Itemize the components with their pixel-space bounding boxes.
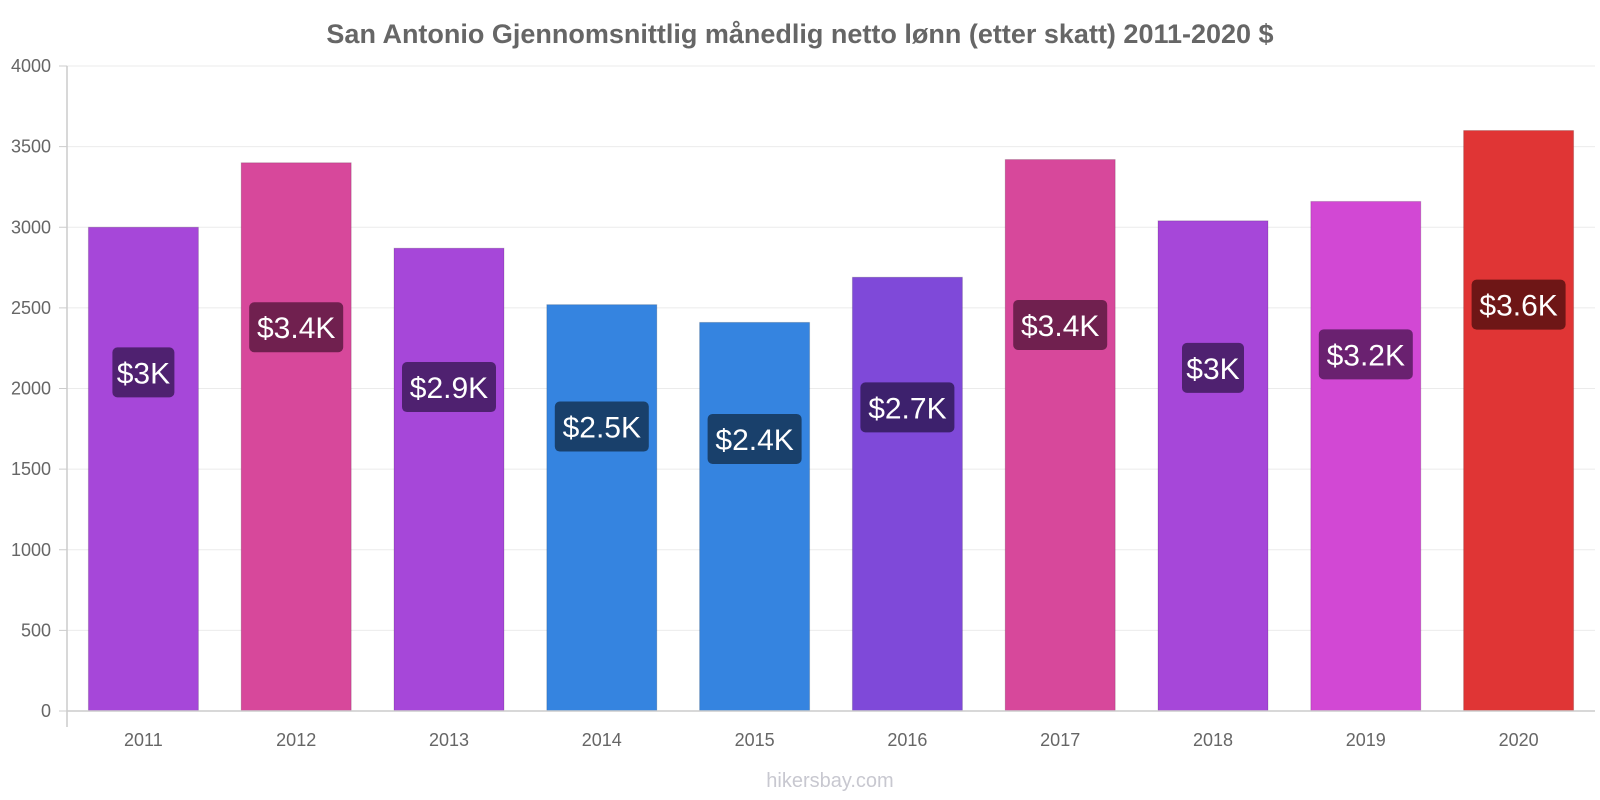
x-tick-label: 2015 [735,730,775,750]
value-label: $2.7K [868,392,946,425]
bar-2017 [1004,159,1116,712]
bar-2013 [393,247,505,712]
value-label: $2.5K [563,412,641,445]
value-label: $2.4K [715,424,793,457]
y-tick-label: 1500 [11,459,51,479]
value-label-box [1013,299,1108,350]
value-label-box [707,413,802,464]
value-label-box [112,347,175,398]
value-label: $3.2K [1327,339,1405,372]
bar-2012 [240,162,352,712]
value-label: $2.9K [410,372,488,405]
x-tick-label: 2020 [1499,730,1539,750]
bars [87,130,1575,712]
x-axis-ticks: 2011 2012 2013 2014 2015 2016 2017 2018 2019 2020 [124,730,1539,750]
bar-2014 [546,304,658,712]
value-label-box [860,382,955,433]
x-tick-label: 2019 [1346,730,1386,750]
value-label-box [1471,279,1566,330]
y-tick-label: 500 [21,620,51,640]
value-label-box [1182,342,1244,393]
y-tick-label: 3500 [11,137,51,157]
bar-2019 [1310,200,1422,712]
chart-title: San Antonio Gjennomsnittlig månedlig net… [326,19,1273,49]
bar-2015 [699,321,811,712]
site-credit: hikersbay.com [766,770,893,792]
value-label-box [1318,329,1413,380]
value-label: $3K [1186,353,1239,386]
value-label-box [554,401,649,452]
value-label: $3.4K [1021,310,1099,343]
x-tick-label: 2018 [1193,730,1233,750]
y-tick-label: 2500 [11,298,51,318]
x-tick-label: 2012 [276,730,316,750]
x-tick-label: 2011 [124,730,163,750]
value-label-box [249,302,344,353]
y-tick-label: 0 [41,701,51,721]
bar-2011 [87,226,199,712]
bar-2020 [1463,130,1575,712]
y-tick-label: 3000 [11,217,51,237]
value-label-box [402,362,496,413]
y-tick-label: 1000 [11,540,51,560]
x-tick-label: 2016 [887,730,927,750]
value-label: $3K [117,357,170,390]
y-tick-label: 2000 [11,379,51,399]
x-tick-label: 2017 [1040,730,1080,750]
y-tick-label: 4000 [11,56,51,76]
bar-2016 [851,276,963,712]
y-axis-ticks: 0 500 1000 1500 2000 2500 3000 3500 4000 [11,56,67,721]
x-tick-label: 2014 [582,730,622,750]
value-labels: $3K $3.4K $2.9K $2.5K $2.4K $2.7K $3.4K $3K $3.2… [112,279,1566,464]
x-tick-label: 2013 [429,730,469,750]
value-label: $3.6K [1479,290,1557,323]
value-label: $3.4K [257,312,335,345]
bar-2018 [1157,220,1269,712]
